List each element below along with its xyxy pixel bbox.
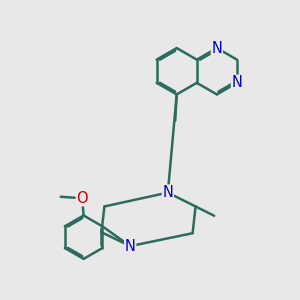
Text: N: N bbox=[232, 75, 242, 90]
Text: N: N bbox=[212, 40, 222, 56]
Text: N: N bbox=[125, 238, 136, 253]
Text: N: N bbox=[162, 185, 173, 200]
Text: O: O bbox=[76, 191, 88, 206]
